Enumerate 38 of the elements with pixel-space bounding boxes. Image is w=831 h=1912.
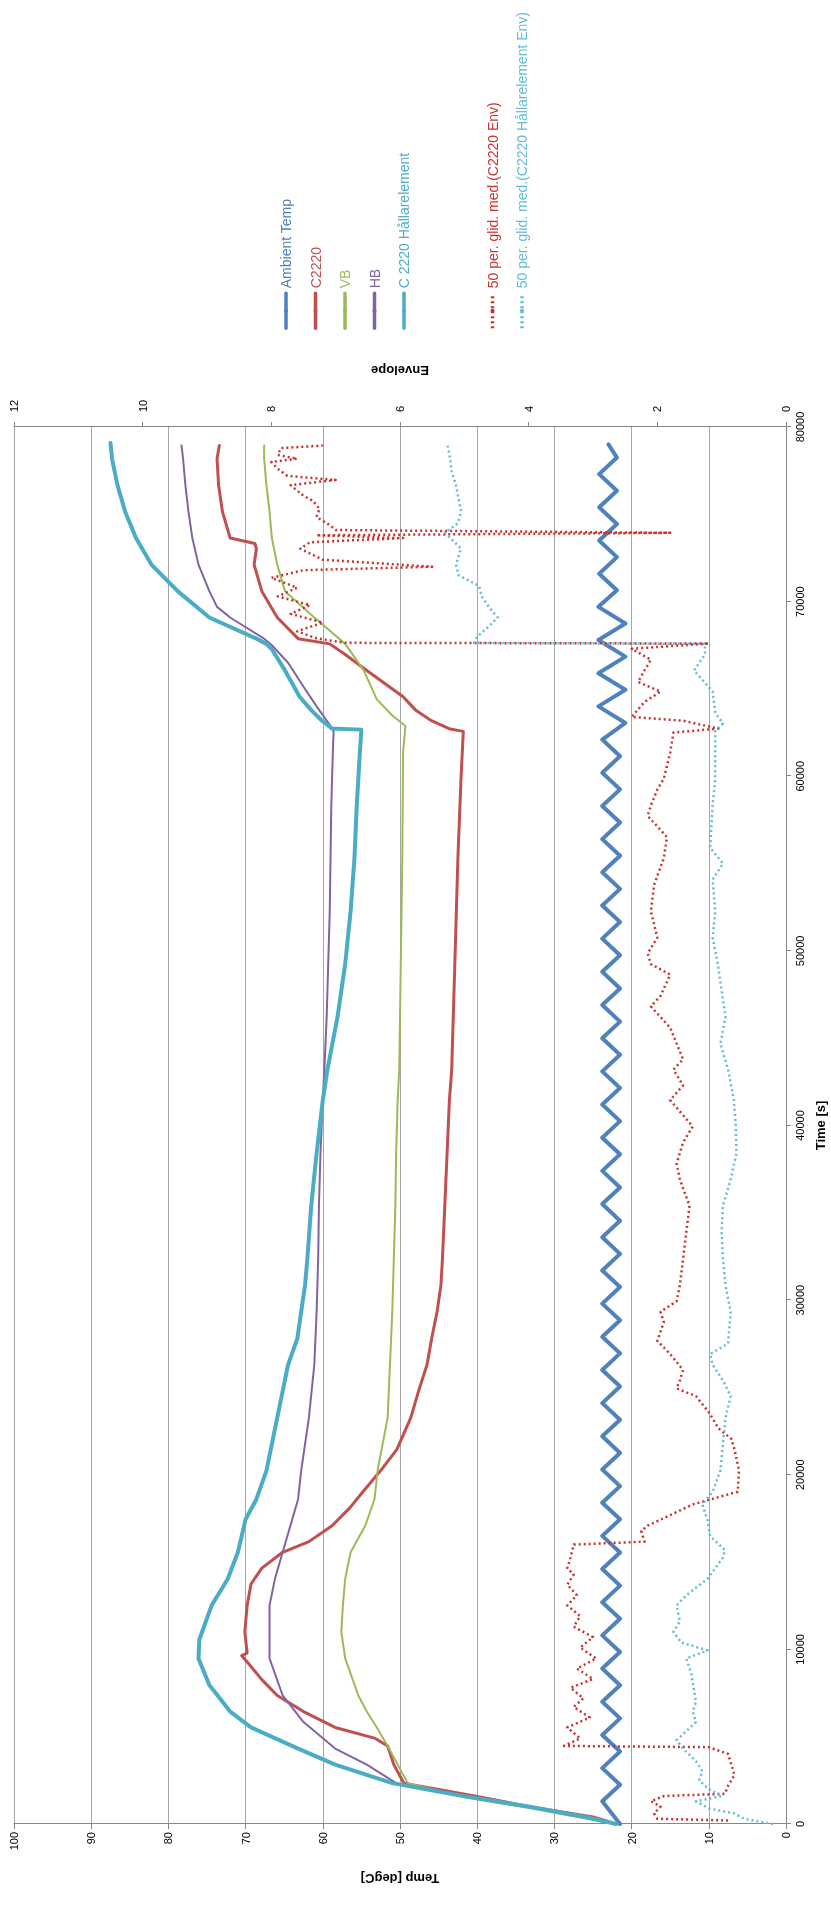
x2-tick-label: 4 bbox=[522, 405, 535, 412]
x-tick-label: 50 bbox=[394, 1832, 406, 1845]
x2-tick-label: 12 bbox=[8, 399, 20, 412]
x2-tick-label: 2 bbox=[651, 405, 664, 412]
x2-tick-label: 10 bbox=[136, 399, 149, 412]
x-tick-label: 90 bbox=[85, 1832, 98, 1845]
x2-tick-label: 8 bbox=[265, 405, 278, 412]
x-axis-title: Temp [degC] bbox=[360, 1871, 440, 1886]
x-tick-label: 60 bbox=[316, 1832, 329, 1845]
y-tick-label: 70000 bbox=[793, 586, 806, 617]
x-tick-label: 70 bbox=[239, 1832, 252, 1845]
y-tick-label: 20000 bbox=[793, 1459, 806, 1491]
text: 50 per. glid. med.(C2220 Env) bbox=[484, 102, 501, 289]
y-tick-label: 50000 bbox=[793, 935, 806, 967]
y-tick-label: 60000 bbox=[793, 760, 806, 792]
x-tick-label: 100 bbox=[8, 1832, 20, 1851]
x-tick-label: 10 bbox=[702, 1832, 715, 1845]
text: HB bbox=[366, 268, 383, 289]
line-series bbox=[596, 442, 628, 1826]
x-tick-label: 0 bbox=[780, 1832, 792, 1839]
x2-tick-label: 6 bbox=[394, 405, 406, 412]
y-tick-label: 30000 bbox=[793, 1284, 806, 1316]
text: 50 per. glid. med.(C2220 Hållarelement Env) bbox=[514, 11, 530, 289]
text: Ambient Temp bbox=[278, 198, 294, 289]
text: C2220 bbox=[307, 246, 324, 289]
y-tick-label: 0 bbox=[793, 1820, 806, 1828]
x2-axis-title: Envelope bbox=[371, 363, 429, 378]
y-tick-label: 10000 bbox=[793, 1634, 806, 1665]
x-tick-label: 80 bbox=[162, 1832, 175, 1845]
x-tick-label: 40 bbox=[471, 1832, 484, 1845]
y-axis-title: Time [s] bbox=[813, 1100, 828, 1151]
text: C 2220 Hållarelement bbox=[396, 152, 412, 289]
x2-tick-label: 0 bbox=[780, 405, 792, 412]
text: VB bbox=[337, 269, 353, 289]
x-tick-label: 30 bbox=[548, 1832, 561, 1845]
y-tick-label: 40000 bbox=[793, 1110, 806, 1141]
x-tick-label: 20 bbox=[625, 1832, 638, 1845]
y-tick-label: 80000 bbox=[793, 411, 806, 443]
